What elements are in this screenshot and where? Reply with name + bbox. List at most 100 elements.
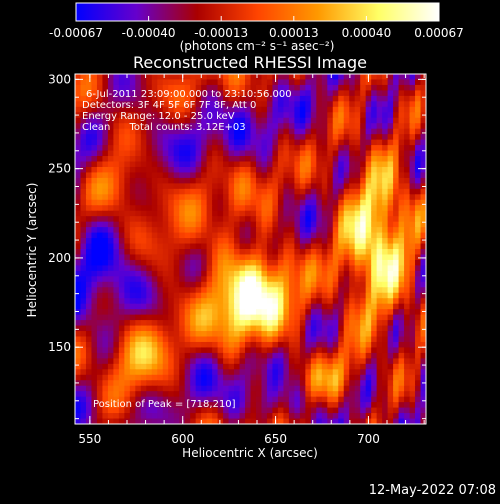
heatmap-cell <box>135 150 142 157</box>
heatmap-cell <box>387 106 394 113</box>
heatmap-cell <box>129 194 136 201</box>
heatmap-cell <box>223 325 230 332</box>
heatmap-cell <box>157 166 164 174</box>
heatmap-cell <box>173 314 180 321</box>
heatmap-cell <box>261 117 268 124</box>
heatmap-cell <box>146 112 153 119</box>
heatmap-cell <box>338 314 345 321</box>
heatmap-cell <box>305 79 312 86</box>
heatmap-cell <box>206 232 213 239</box>
heatmap-cell <box>354 385 361 392</box>
heatmap-cell <box>409 166 416 174</box>
heatmap-cell <box>113 259 120 267</box>
heatmap-cell <box>173 150 180 157</box>
heatmap-cell <box>146 363 153 370</box>
heatmap-cell <box>316 249 323 256</box>
heatmap-cell <box>327 150 334 157</box>
heatmap-cell <box>360 314 367 321</box>
heatmap-cell <box>409 156 416 163</box>
heatmap-cell <box>85 341 93 349</box>
heatmap-cell <box>173 123 180 130</box>
heatmap-cell <box>212 369 219 376</box>
heatmap-cell <box>151 84 158 92</box>
heatmap-cell <box>398 363 405 370</box>
heatmap-cell <box>223 331 230 338</box>
heatmap-cell <box>223 123 230 130</box>
heatmap-cell <box>409 363 416 370</box>
heatmap-cell <box>85 101 93 108</box>
heatmap-cell <box>75 145 82 152</box>
heatmap-cell <box>305 183 312 190</box>
heatmap-cell <box>96 188 104 195</box>
heatmap-cell <box>343 199 350 206</box>
heatmap-cell <box>376 199 383 206</box>
heatmap-cell <box>371 254 378 261</box>
heatmap-cell <box>409 347 416 354</box>
heatmap-cell <box>234 128 241 135</box>
heatmap-cell <box>107 123 114 130</box>
heatmap-cell <box>96 194 104 201</box>
heatmap-cell <box>184 413 191 420</box>
heatmap-cell <box>305 407 312 414</box>
heatmap-cell <box>228 74 235 81</box>
heatmap-cell <box>382 221 389 228</box>
heatmap-cell <box>382 90 389 97</box>
heatmap-cell <box>129 90 136 97</box>
heatmap-cell <box>360 358 367 365</box>
heatmap-cell <box>201 232 208 239</box>
heatmap-cell <box>360 385 367 392</box>
heatmap-cell <box>316 183 323 190</box>
heatmap-cell <box>173 287 180 294</box>
heatmap-cell <box>332 84 339 92</box>
heatmap-cell <box>409 369 416 376</box>
heatmap-cell <box>234 391 241 398</box>
heatmap-cell <box>283 265 290 272</box>
heatmap-cell <box>168 84 175 92</box>
heatmap-cell <box>157 391 164 398</box>
heatmap-cell <box>393 314 400 321</box>
heatmap-cell <box>393 183 400 190</box>
heatmap-cell <box>129 216 136 223</box>
heatmap-cell <box>420 336 426 343</box>
heatmap-cell <box>321 232 328 239</box>
heatmap-cell <box>266 117 274 124</box>
heatmap-cell <box>360 380 367 387</box>
heatmap-cell <box>228 145 235 152</box>
heatmap-cell <box>382 309 389 316</box>
heatmap-cell <box>162 385 169 392</box>
heatmap-cell <box>75 232 82 239</box>
heatmap-cell <box>85 243 93 250</box>
heatmap-cell <box>162 418 169 424</box>
heatmap-cell <box>168 385 175 392</box>
heatmap-cell <box>255 402 263 409</box>
heatmap-cell <box>283 298 290 305</box>
heatmap-cell <box>107 402 114 409</box>
heatmap-cell <box>294 325 301 332</box>
heatmap-cell <box>294 145 301 152</box>
heatmap-cell <box>113 391 120 398</box>
plot-frame <box>74 73 427 425</box>
heatmap-cell <box>365 325 372 332</box>
heatmap-cell <box>266 418 274 424</box>
heatmap-cell <box>184 238 191 245</box>
heatmap-cell <box>212 391 219 398</box>
heatmap-cell <box>305 128 312 135</box>
heatmap-cell <box>96 418 104 424</box>
heatmap-cell <box>206 205 213 212</box>
heatmap-cell <box>168 270 175 277</box>
heatmap-cell <box>283 281 290 288</box>
heatmap-cell <box>184 156 191 163</box>
heatmap-cell <box>272 95 279 102</box>
heatmap-cell <box>239 341 246 349</box>
heatmap-cell <box>91 270 98 277</box>
heatmap-cell <box>398 287 405 294</box>
heatmap-cell <box>343 238 350 245</box>
heatmap-cell <box>96 341 104 349</box>
heatmap-cell <box>124 259 131 267</box>
heatmap-cell <box>118 374 125 381</box>
heatmap-cell <box>151 314 158 321</box>
heatmap-cell <box>360 238 367 245</box>
heatmap-cell <box>387 303 394 310</box>
heatmap-cell <box>113 128 120 135</box>
heatmap-cell <box>338 243 345 250</box>
